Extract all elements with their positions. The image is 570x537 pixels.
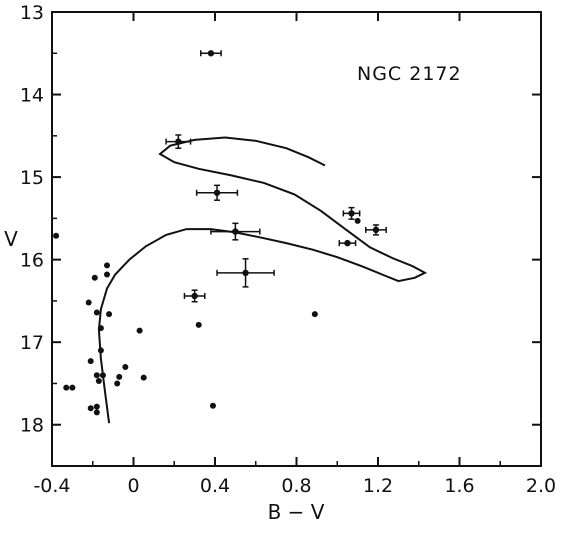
data-point [87, 405, 94, 412]
scatter-points [53, 217, 361, 416]
error-point-marker [232, 228, 239, 235]
data-point [140, 374, 147, 381]
error-point [165, 134, 192, 149]
y-tick-label: 13 [20, 2, 44, 24]
x-tick-label: 1.6 [444, 475, 474, 497]
data-point [85, 299, 92, 306]
data-point [53, 232, 60, 239]
data-point [195, 321, 202, 328]
data-point [97, 347, 104, 354]
data-point [93, 309, 100, 316]
error-point-marker [213, 189, 221, 196]
error-point-marker [344, 239, 351, 247]
x-tick-label: 1.2 [363, 475, 393, 497]
data-point [93, 403, 100, 410]
error-point-marker [175, 138, 182, 145]
isochrone-curve [97, 136, 428, 424]
y-tick-label: 18 [20, 415, 44, 437]
x-tick-label: 0 [127, 475, 139, 497]
data-point [95, 377, 102, 384]
error-point [365, 224, 387, 236]
y-tick-label: 16 [20, 250, 44, 272]
data-point [116, 373, 123, 380]
error-bar-points [165, 50, 387, 303]
y-tick-label: 14 [20, 85, 44, 107]
data-point [354, 217, 361, 224]
data-point [91, 274, 98, 281]
cluster-label: NGC 2172 [357, 63, 462, 85]
data-point [106, 311, 113, 318]
axis-ticks [51, 11, 542, 466]
x-axis-title: B − V [268, 500, 325, 524]
data-point [63, 384, 70, 391]
error-point [338, 239, 357, 247]
data-point [104, 262, 111, 269]
error-point [216, 258, 275, 288]
error-point [199, 50, 222, 57]
data-point [93, 372, 100, 379]
data-point [122, 363, 129, 370]
x-tick-label: 0.8 [281, 475, 311, 497]
plot-frame [51, 11, 542, 467]
error-point [210, 222, 261, 241]
error-point [195, 184, 239, 201]
data-point [97, 325, 104, 332]
data-point [209, 402, 216, 409]
data-point [99, 372, 106, 379]
data-point [104, 271, 111, 278]
error-point-marker [372, 226, 380, 234]
data-point [114, 380, 121, 387]
error-point [342, 206, 361, 220]
y-axis-title: V [4, 227, 18, 251]
x-tick-label: -0.4 [33, 475, 70, 497]
error-point-marker [242, 269, 249, 277]
data-point [311, 311, 318, 318]
data-point [93, 409, 100, 416]
x-tick-label: 2.0 [526, 475, 556, 497]
data-point [87, 358, 94, 365]
error-point-marker [348, 210, 355, 217]
y-tick-label: 15 [20, 167, 44, 189]
error-point-marker [191, 292, 198, 300]
data-point [69, 384, 76, 391]
error-point [183, 289, 206, 303]
error-point-marker [207, 50, 215, 57]
y-tick-label: 17 [20, 332, 44, 354]
x-tick-label: 0.4 [200, 475, 230, 497]
axis-tick-labels: -0.4 0 0.4 0.8 1.2 1.6 2.0 13 14 15 16 17 18 [20, 2, 556, 497]
data-point [136, 327, 143, 334]
